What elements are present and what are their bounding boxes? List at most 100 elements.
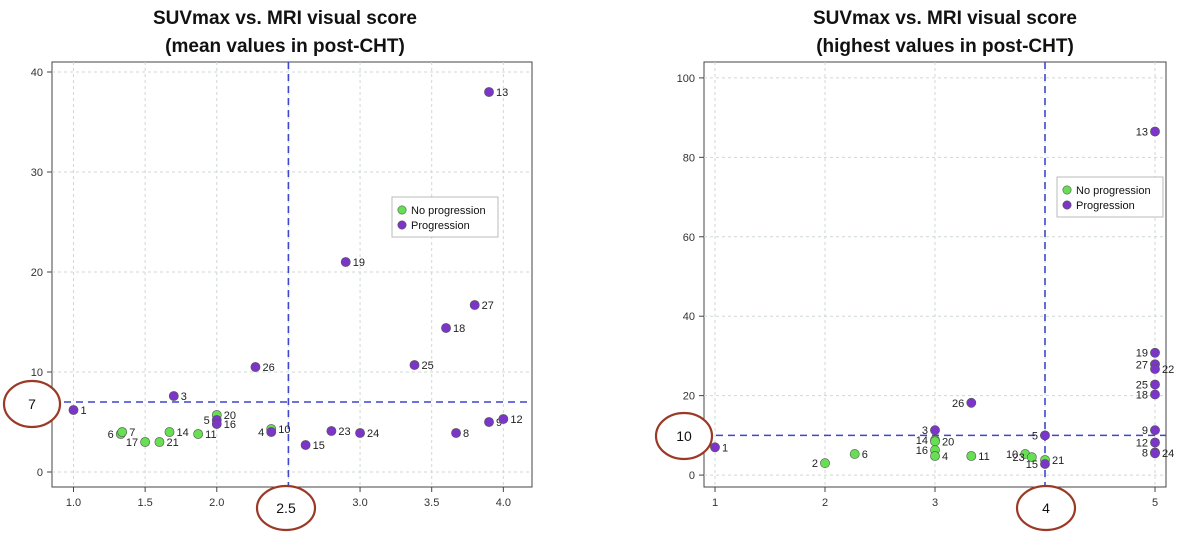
point-label: 19	[1136, 348, 1148, 360]
y-tick-label: 80	[683, 152, 695, 164]
y-tick-label: 20	[31, 267, 43, 279]
chart-title-line: SUVmax vs. MRI visual score	[153, 8, 417, 29]
point-label: 9	[496, 417, 502, 429]
data-point	[1040, 430, 1050, 441]
y-tick-label: 100	[677, 73, 695, 85]
x-tick-label: 5	[1152, 497, 1158, 509]
data-point	[1150, 379, 1160, 390]
data-point	[451, 428, 461, 438]
legend-label: No progression	[411, 205, 486, 217]
x-tick-label: 2.0	[209, 497, 224, 509]
data-point	[1040, 459, 1050, 469]
point-label: 12	[510, 414, 522, 426]
point-label: 10	[278, 424, 290, 436]
threshold-highlight-label: 2.5	[276, 500, 296, 516]
point-label: 18	[1136, 389, 1148, 401]
point-label: 5	[1032, 430, 1038, 442]
point-label: 5	[204, 415, 210, 427]
point-label: 4	[942, 451, 948, 463]
data-point	[498, 414, 509, 424]
data-point	[326, 426, 337, 436]
x-tick-label: 2	[822, 497, 828, 509]
x-tick-label: 1.0	[66, 497, 81, 509]
x-tick-label: 4.0	[496, 497, 511, 509]
point-label: 14	[916, 435, 928, 447]
point-label: 21	[1052, 455, 1064, 467]
legend-marker	[1062, 185, 1072, 195]
point-label: 13	[496, 87, 508, 99]
data-point	[154, 437, 165, 447]
data-point	[930, 451, 940, 461]
threshold-highlight-circle	[1015, 484, 1077, 532]
chart-title-line: SUVmax vs. MRI visual score	[813, 8, 1077, 29]
y-tick-label: 0	[689, 470, 695, 482]
data-point	[266, 427, 277, 437]
data-point	[484, 417, 494, 427]
point-label: 14	[176, 427, 188, 439]
data-point	[441, 323, 451, 333]
data-point	[164, 427, 175, 437]
point-label: 18	[453, 323, 465, 335]
data-point	[849, 449, 860, 459]
point-label: 21	[166, 437, 178, 449]
data-point	[710, 442, 720, 453]
data-point	[300, 440, 311, 450]
legend-box	[391, 196, 499, 238]
point-label: 15	[1026, 459, 1038, 471]
data-point	[409, 360, 420, 370]
point-label: 19	[353, 257, 365, 269]
data-point	[930, 436, 940, 447]
data-point	[140, 437, 151, 447]
data-point	[469, 300, 480, 310]
point-label: 3	[922, 425, 928, 437]
x-tick-label: 3.0	[352, 497, 367, 509]
data-point	[250, 362, 261, 372]
point-label: 25	[422, 360, 434, 372]
chart-mean-values: SUVmax vs. MRI visual score (mean values …	[2, 8, 533, 532]
data-point	[117, 427, 128, 437]
data-point	[193, 429, 204, 439]
data-point	[168, 391, 179, 401]
point-label: 24	[1162, 448, 1174, 460]
point-label: 6	[862, 449, 868, 461]
data-point	[355, 428, 365, 438]
y-tick-label: 60	[683, 232, 695, 244]
x-tick-label: 1.5	[137, 497, 152, 509]
point-label: 26	[952, 398, 964, 410]
point-label: 13	[1136, 127, 1148, 139]
legend-marker	[397, 205, 407, 215]
legend-marker	[397, 220, 407, 230]
data-point	[484, 87, 494, 97]
point-label: 23	[338, 426, 350, 438]
y-tick-label: 10	[31, 367, 43, 379]
legend-box	[1056, 176, 1164, 218]
data-point	[1150, 126, 1160, 137]
data-point	[1150, 437, 1160, 448]
point-label: 11	[205, 429, 216, 441]
point-label: 4	[258, 427, 264, 439]
point-label: 26	[262, 362, 274, 374]
threshold-highlight-circle	[2, 379, 62, 429]
point-label: 8	[1142, 447, 1148, 459]
plot-frame	[51, 61, 533, 488]
y-tick-label: 0	[37, 467, 43, 479]
point-label: 20	[224, 410, 236, 422]
point-label: 16	[916, 445, 928, 457]
data-point	[1150, 389, 1160, 400]
point-label: 24	[367, 428, 379, 440]
point-label: 27	[1136, 359, 1148, 371]
x-tick-label: 3.5	[424, 497, 439, 509]
threshold-highlight-circle	[654, 411, 714, 461]
data-point	[1026, 452, 1037, 463]
point-label: 20	[942, 436, 954, 448]
y-tick-label: 40	[31, 67, 43, 79]
point-label: 12	[1136, 438, 1148, 450]
point-label: 17	[126, 437, 138, 449]
data-point	[211, 419, 222, 429]
y-tick-label: 30	[31, 167, 43, 179]
point-label: 27	[482, 300, 494, 312]
point-label: 11	[978, 451, 989, 463]
legend-label: Progression	[411, 220, 470, 232]
point-label: 1	[80, 405, 86, 417]
